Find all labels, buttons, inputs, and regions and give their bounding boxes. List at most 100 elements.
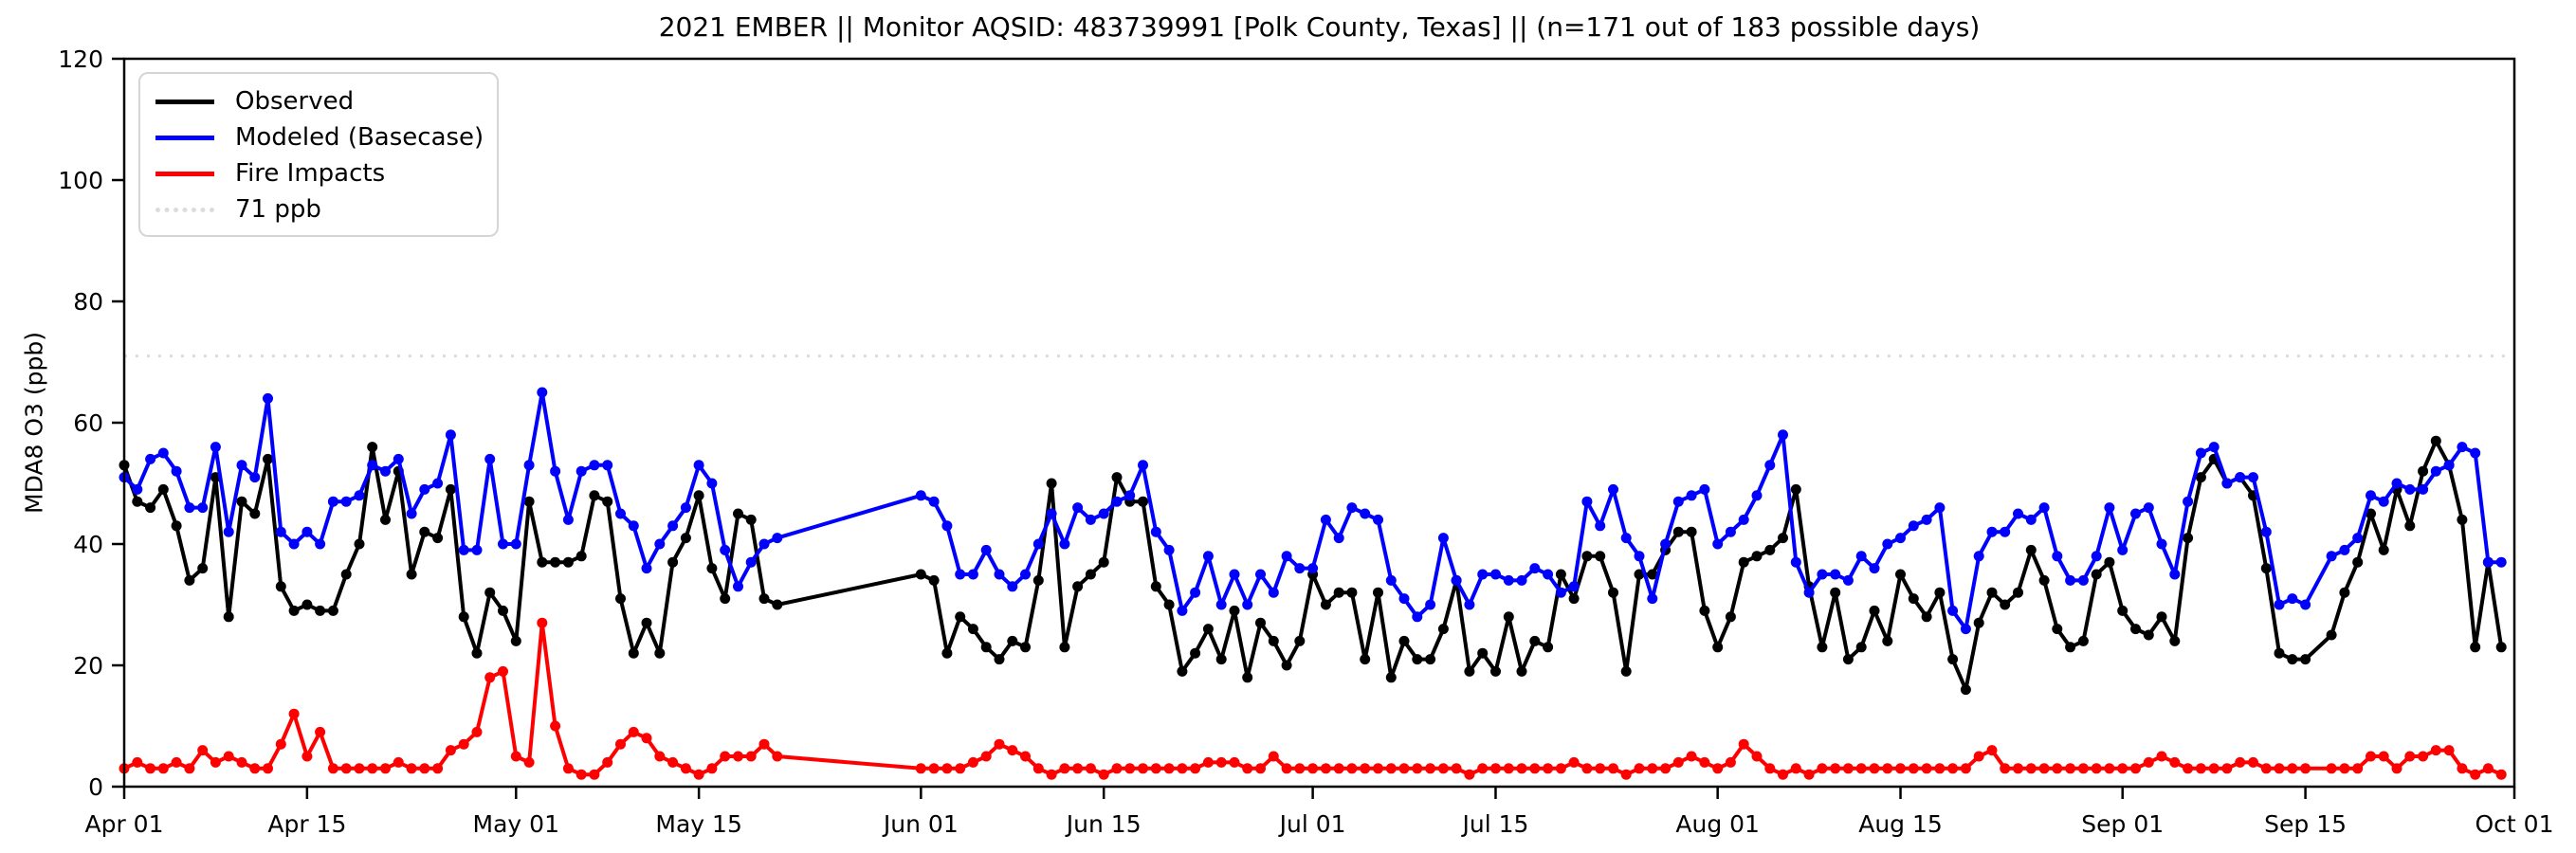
fire-impacts-marker — [1046, 769, 1057, 780]
modeled-basecase-marker — [941, 520, 953, 532]
observed-marker — [1778, 533, 1788, 544]
fire-impacts-marker — [157, 763, 169, 774]
observed-marker — [2104, 556, 2115, 568]
modeled-basecase-marker — [197, 502, 209, 514]
modeled-basecase-marker — [471, 544, 483, 555]
y-tick-label: 120 — [58, 45, 103, 73]
modeled-basecase-marker — [288, 538, 300, 550]
modeled-basecase-marker — [498, 538, 508, 550]
modeled-basecase-marker — [132, 483, 143, 495]
fire-impacts-marker — [184, 763, 195, 774]
fire-impacts-marker — [1255, 763, 1266, 774]
modeled-basecase-marker — [628, 520, 639, 532]
plot-frame — [122, 57, 2516, 789]
x-tick-label: Apr 01 — [84, 810, 163, 838]
observed-marker — [1647, 569, 1658, 580]
modeled-basecase-marker — [1020, 569, 1031, 580]
fire-impacts-marker — [2000, 763, 2011, 774]
fire-impacts-marker — [1595, 763, 1606, 774]
observed-marker — [315, 605, 326, 616]
fire-impacts-marker — [2418, 751, 2429, 762]
modeled-basecase-marker — [1098, 508, 1109, 519]
series-observed — [119, 435, 2507, 696]
fire-impacts-marker — [340, 763, 352, 774]
modeled-basecase-marker — [2495, 556, 2507, 568]
modeled-basecase-marker — [693, 460, 704, 471]
observed-marker — [340, 569, 352, 580]
observed-line — [122, 439, 2504, 692]
modeled-basecase-marker — [2169, 569, 2181, 580]
observed-marker — [1425, 654, 1436, 665]
observed-marker — [1281, 660, 1292, 671]
modeled-basecase-marker — [706, 478, 718, 489]
observed-marker — [1163, 599, 1175, 610]
fire-impacts-marker — [1634, 763, 1645, 774]
modeled-basecase-marker — [1085, 514, 1096, 525]
observed-marker — [641, 617, 652, 628]
fire-impacts-marker — [758, 738, 770, 750]
fire-impacts-marker — [2260, 763, 2272, 774]
modeled-basecase-marker — [1830, 569, 1841, 580]
fire-impacts-marker — [980, 751, 992, 762]
fire-impacts-marker — [1869, 763, 1880, 774]
modeled-basecase-marker — [2065, 574, 2076, 586]
modeled-basecase-marker — [2260, 526, 2272, 537]
observed-marker — [458, 611, 469, 623]
observed-marker — [2300, 654, 2311, 665]
observed-marker — [1960, 684, 1971, 696]
observed-marker — [523, 496, 535, 507]
modeled-basecase-marker — [1215, 599, 1227, 610]
observed-marker — [1817, 642, 1828, 653]
observed-marker — [432, 533, 444, 544]
modeled-basecase-marker — [1921, 514, 1932, 525]
observed-marker — [1751, 551, 1763, 562]
observed-marker — [2052, 624, 2063, 635]
observed-marker — [197, 563, 209, 574]
modeled-basecase-marker — [1437, 533, 1449, 544]
modeled-basecase-marker — [340, 496, 352, 507]
fire-impacts-marker — [1451, 763, 1462, 774]
observed-marker — [1111, 472, 1123, 483]
fire-impacts-marker — [1738, 738, 1749, 750]
modeled-basecase-marker — [2013, 508, 2023, 519]
observed-marker — [498, 605, 508, 616]
fire-impacts-marker — [1934, 763, 1946, 774]
observed-marker — [667, 556, 679, 568]
observed-marker — [1869, 605, 1880, 616]
fire-impacts-marker — [575, 769, 587, 780]
observed-marker — [1477, 647, 1489, 659]
fire-impacts-marker — [1190, 763, 1201, 774]
fire-impacts-marker — [1032, 763, 1044, 774]
fire-impacts-marker — [772, 751, 783, 762]
modeled-basecase-marker — [667, 520, 679, 532]
fire-impacts-marker — [1098, 769, 1109, 780]
modeled-basecase-marker — [2248, 472, 2258, 483]
modeled-basecase-marker — [1281, 551, 1292, 562]
modeled-basecase-marker — [2287, 593, 2298, 605]
fire-impacts-marker — [1320, 763, 1331, 774]
modeled-basecase-marker — [1360, 508, 1371, 519]
modeled-basecase-marker — [615, 508, 626, 519]
observed-marker — [2130, 624, 2141, 635]
fire-impacts-marker — [1072, 763, 1084, 774]
modeled-basecase-line — [122, 390, 2504, 631]
modeled-basecase-marker — [733, 581, 743, 592]
modeled-basecase-marker — [562, 514, 574, 525]
modeled-basecase-marker — [1778, 429, 1788, 441]
observed-marker — [1738, 556, 1749, 568]
observed-marker — [680, 533, 691, 544]
fire-impacts-marker — [1555, 763, 1566, 774]
modeled-basecase-marker — [1660, 538, 1672, 550]
observed-marker — [602, 496, 613, 507]
modeled-basecase-marker — [1202, 551, 1214, 562]
modeled-basecase-marker — [223, 526, 234, 537]
observed-marker — [2156, 611, 2167, 623]
observed-marker — [1882, 635, 1893, 646]
observed-marker — [720, 593, 731, 605]
observed-marker — [419, 526, 430, 537]
fire-impacts-marker — [1346, 763, 1358, 774]
fire-impacts-marker — [1672, 756, 1684, 768]
modeled-basecase-marker — [1986, 526, 1998, 537]
modeled-basecase-marker — [1608, 483, 1618, 495]
modeled-basecase-marker — [1543, 569, 1554, 580]
